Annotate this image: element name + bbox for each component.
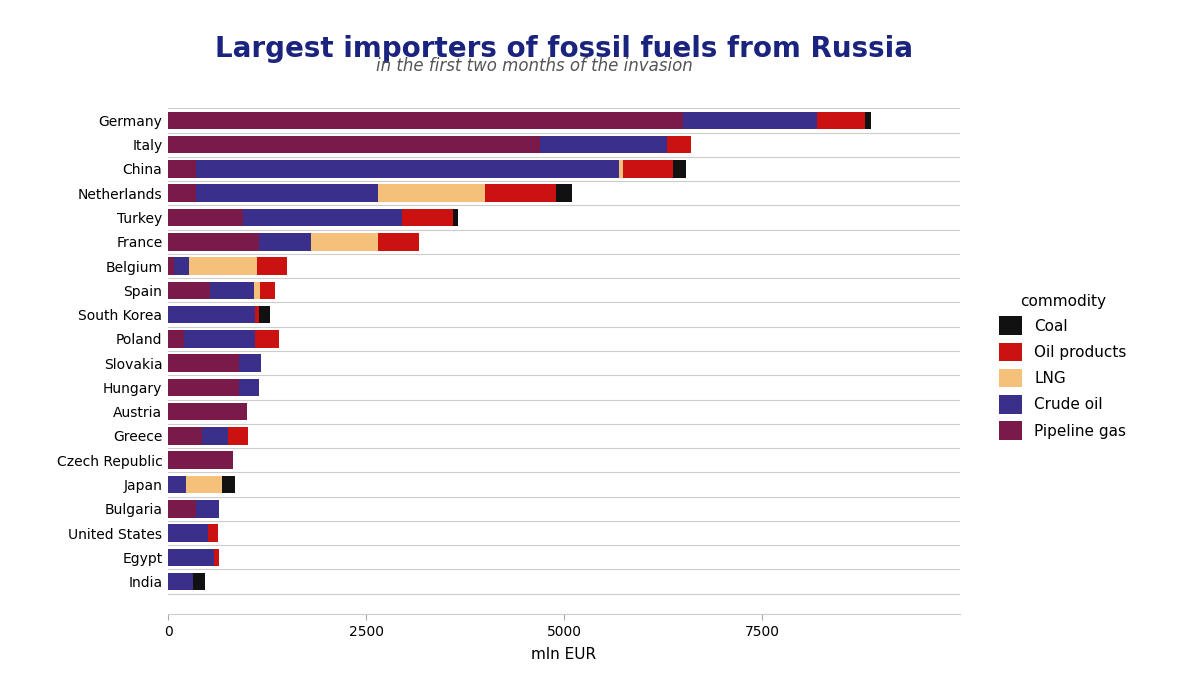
Bar <box>257 257 287 275</box>
Bar <box>259 233 311 250</box>
Bar <box>168 427 202 445</box>
Bar <box>168 233 259 250</box>
Bar <box>168 379 239 396</box>
Bar <box>196 500 220 518</box>
Bar <box>196 160 619 178</box>
Bar <box>378 233 419 250</box>
Bar <box>168 330 184 348</box>
Bar <box>228 427 248 445</box>
Bar <box>168 306 256 323</box>
Bar <box>454 209 458 226</box>
Bar <box>817 111 865 129</box>
Bar <box>168 281 210 299</box>
Bar <box>168 209 244 226</box>
Bar <box>168 111 683 129</box>
Bar <box>168 160 196 178</box>
Bar <box>168 257 174 275</box>
Bar <box>239 379 259 396</box>
Bar <box>196 184 378 202</box>
Bar <box>174 257 190 275</box>
Bar <box>222 476 235 493</box>
Text: in the first two months of the invasion: in the first two months of the invasion <box>376 57 692 76</box>
Bar <box>485 184 556 202</box>
Bar <box>619 160 624 178</box>
Bar <box>168 354 239 372</box>
Bar <box>683 111 817 129</box>
Bar <box>202 427 228 445</box>
Bar <box>256 330 278 348</box>
Bar <box>672 160 686 178</box>
Bar <box>556 184 572 202</box>
Bar <box>168 184 196 202</box>
Bar <box>210 281 253 299</box>
Bar <box>253 281 260 299</box>
Bar <box>190 257 257 275</box>
X-axis label: mln EUR: mln EUR <box>532 647 596 662</box>
Bar <box>256 306 259 323</box>
Bar <box>168 476 186 493</box>
Bar <box>168 549 214 566</box>
Bar <box>208 524 218 542</box>
Bar <box>184 330 256 348</box>
Bar <box>667 136 691 153</box>
Bar <box>168 452 233 469</box>
Bar <box>624 160 672 178</box>
Bar <box>168 403 247 421</box>
Bar <box>186 476 222 493</box>
Bar <box>540 136 667 153</box>
Title: Largest importers of fossil fuels from Russia: Largest importers of fossil fuels from R… <box>215 35 913 63</box>
Bar <box>239 354 262 372</box>
Bar <box>260 281 275 299</box>
Bar <box>168 573 193 591</box>
Bar <box>193 573 205 591</box>
Bar <box>214 549 218 566</box>
Bar <box>244 209 402 226</box>
Bar <box>311 233 378 250</box>
Bar <box>168 524 208 542</box>
Bar <box>259 306 270 323</box>
Bar <box>402 209 454 226</box>
Legend: Coal, Oil products, LNG, Crude oil, Pipeline gas: Coal, Oil products, LNG, Crude oil, Pipe… <box>1000 294 1127 440</box>
Bar <box>168 500 196 518</box>
Bar <box>168 136 540 153</box>
Bar <box>865 111 870 129</box>
Bar <box>378 184 485 202</box>
